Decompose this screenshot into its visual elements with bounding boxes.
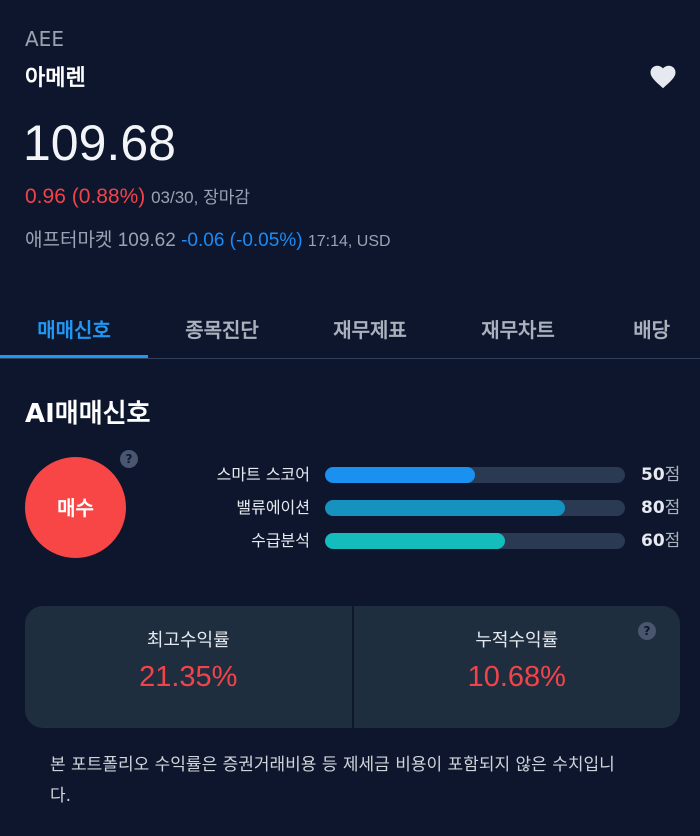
score-bar [325,500,625,516]
score-unit: 점 [664,498,681,518]
cumulative-return-label: 누적수익률 [475,630,559,651]
score-value: 50점 [641,465,680,485]
score-value: 60점 [641,531,680,551]
tab-dividend[interactable]: 배당 [633,318,670,342]
section-title: AI매매신호 [25,399,151,429]
price-change: 0.96 (0.88%) 03/30, 장마감 [25,184,250,211]
score-number: 50 [641,465,665,485]
score-row: 스마트 스코어 50점 [150,464,690,486]
score-number: 80 [641,498,665,518]
score-bar-fill [325,467,475,483]
after-label: 애프터마켓 [25,230,113,251]
tab-diagnosis[interactable]: 종목진단 [185,318,259,342]
tab-trade-signal[interactable]: 매매신호 [0,315,148,358]
score-bar-fill [325,533,505,549]
help-icon[interactable]: ? [120,450,138,468]
score-bar [325,467,625,483]
score-label: 밸류에이션 [236,498,310,517]
ticker-symbol: AEE [25,27,64,51]
date-status: 03/30, 장마감 [151,188,251,207]
score-bar [325,533,625,549]
after-time: 17:14, USD [307,233,391,250]
score-bar-fill [325,500,565,516]
stock-name: 아메렌 [25,66,86,91]
signal-label: 매수 [57,495,94,520]
signal-badge: 매수 [25,457,126,558]
disclaimer-note: 본 포트폴리오 수익률은 증권거래비용 등 제세금 비용이 포함되지 않은 수치… [50,755,615,806]
current-price: 109.68 [23,115,176,171]
tab-financial-statements[interactable]: 재무제표 [333,318,407,342]
returns-card: 최고수익률 21.35% ? 누적수익률 10.68% [25,606,680,728]
max-return-value: 21.35% [139,661,238,693]
max-return: 최고수익률 21.35% [25,606,352,728]
score-row: 수급분석 60점 [150,530,690,552]
tab-bar: 매매신호 종목진단 재무제표 재무차트 배당 [0,315,700,359]
cumulative-return-value: 10.68% [467,661,566,693]
cumulative-return: ? 누적수익률 10.68% [351,606,681,728]
score-number: 60 [641,531,665,551]
after-change: -0.06 (-0.05%) [181,230,303,251]
score-unit: 점 [664,531,681,551]
score-unit: 점 [664,465,681,485]
score-label: 스마트 스코어 [216,465,310,484]
change-value: 0.96 (0.88%) [25,185,146,208]
max-return-label: 최고수익률 [146,630,230,651]
after-price: 109.62 [117,230,176,251]
score-label: 수급분석 [251,531,310,550]
help-icon[interactable]: ? [638,622,656,640]
heart-icon[interactable] [648,62,678,92]
score-value: 80점 [641,498,680,518]
tab-financial-chart[interactable]: 재무차트 [481,318,555,342]
after-market: 애프터마켓 109.62 -0.06 (-0.05%) 17:14, USD [25,229,391,254]
score-row: 밸류에이션 80점 [150,497,690,519]
